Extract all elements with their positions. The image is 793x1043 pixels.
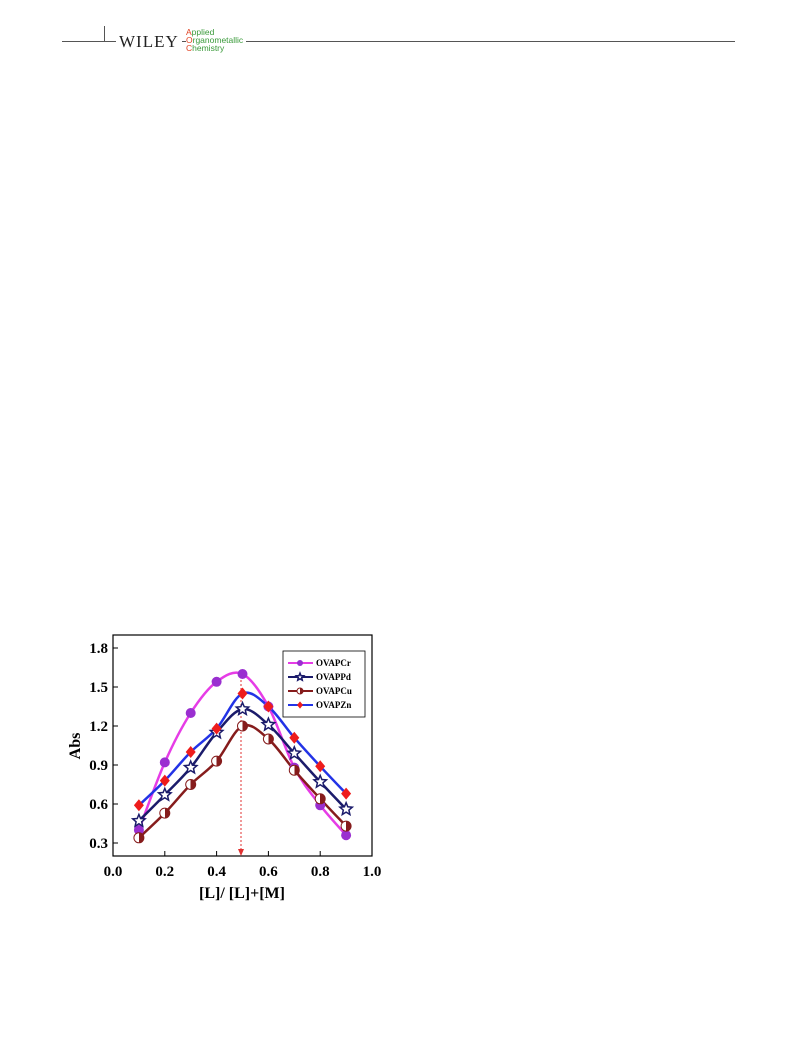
x-tick-label: 1.0	[363, 864, 382, 880]
legend-marker	[296, 687, 304, 695]
peak-arrow	[238, 849, 244, 856]
y-tick-label: 1.8	[89, 641, 108, 657]
data-point	[130, 812, 147, 828]
journal-word: Applied	[186, 27, 215, 37]
data-point	[156, 786, 173, 802]
legend-label: OVAPCu	[316, 686, 352, 696]
data-point	[288, 764, 300, 776]
data-point	[185, 746, 196, 758]
publisher-logo: WILEY	[116, 32, 182, 52]
header-tick	[104, 26, 105, 42]
x-tick-label: 0.0	[104, 864, 123, 880]
legend-label: OVAPZn	[316, 700, 351, 710]
data-point	[159, 807, 171, 819]
data-point	[182, 759, 199, 775]
data-point	[133, 799, 144, 812]
data-point	[289, 731, 300, 744]
legend-marker	[294, 671, 306, 682]
data-point	[263, 700, 274, 713]
data-point	[286, 744, 303, 761]
y-tick-label: 1.5	[89, 680, 108, 696]
legend-marker	[297, 701, 303, 709]
x-tick-label: 0.4	[207, 864, 226, 880]
data-point	[185, 708, 196, 718]
data-point	[211, 755, 223, 767]
data-point	[312, 773, 329, 789]
y-axis-label: Abs	[67, 733, 84, 760]
data-point	[315, 760, 326, 773]
data-point	[159, 757, 170, 768]
data-point	[314, 793, 326, 805]
x-tick-label: 0.8	[311, 864, 330, 880]
data-point	[211, 676, 222, 687]
data-point	[341, 830, 352, 841]
data-point	[159, 774, 170, 787]
data-point	[133, 825, 144, 835]
legend-marker	[297, 660, 303, 666]
x-tick-label: 0.2	[155, 864, 174, 880]
data-point	[237, 669, 248, 679]
data-point	[237, 687, 248, 700]
header-rule	[62, 41, 735, 42]
data-point	[338, 800, 355, 817]
y-tick-label: 0.9	[89, 758, 108, 774]
data-point	[234, 700, 251, 717]
data-point	[211, 722, 222, 735]
data-point	[133, 832, 145, 844]
journal-word: Chemistry	[186, 43, 225, 53]
journal-name: Applied Organometallic Chemistry	[186, 27, 247, 53]
journal-word: Organometallic	[186, 35, 244, 45]
legend-label: OVAPCr	[316, 658, 351, 668]
x-axis-label: [L]/ [L]+[M]	[199, 885, 285, 902]
data-point	[185, 779, 197, 790]
data-point	[260, 716, 277, 732]
y-tick-label: 0.3	[89, 836, 108, 852]
plot-frame	[112, 634, 373, 857]
data-point	[237, 720, 248, 732]
data-point	[340, 820, 352, 832]
data-point	[262, 733, 274, 745]
y-tick-label: 1.2	[89, 719, 108, 735]
y-tick-label: 0.6	[89, 797, 108, 813]
x-tick-label: 0.6	[259, 864, 278, 880]
data-point	[341, 787, 352, 800]
legend-label: OVAPPd	[316, 672, 351, 682]
